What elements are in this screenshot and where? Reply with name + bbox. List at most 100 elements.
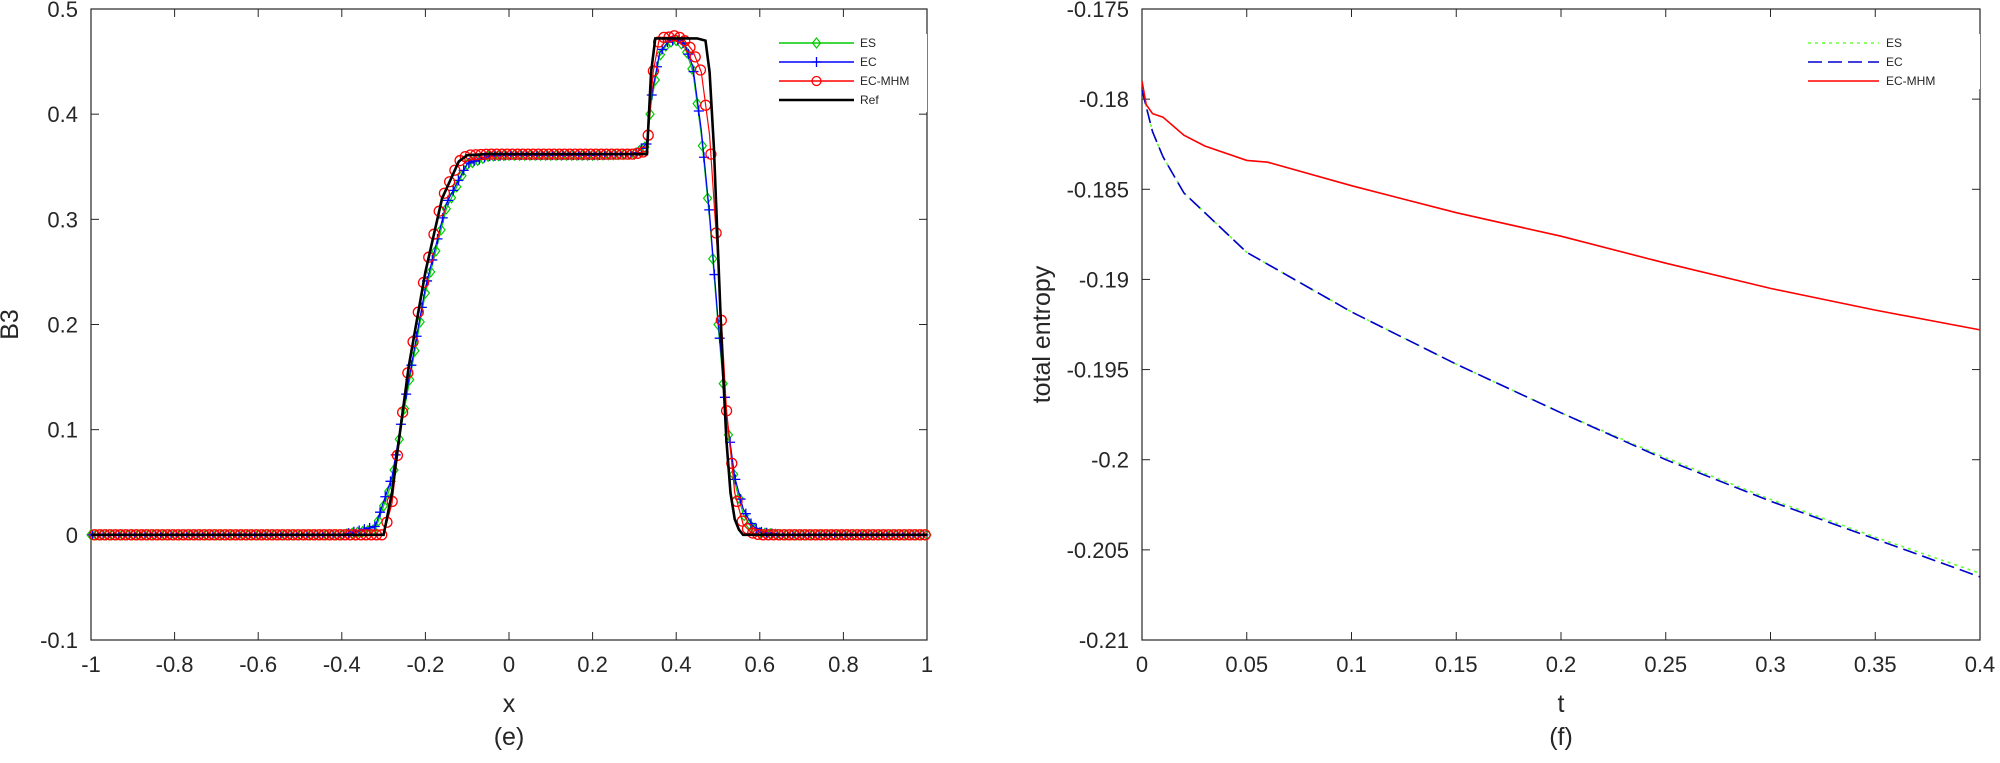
y-tick-label: -0.205 bbox=[1067, 538, 1129, 563]
x-tick-label: -0.6 bbox=[239, 652, 277, 677]
series-ec-mhm bbox=[1141, 80, 1981, 331]
x-tick-label: -0.4 bbox=[323, 652, 361, 677]
x-tick-label: 0.4 bbox=[1965, 652, 1996, 677]
x-tick-label: 0.15 bbox=[1435, 652, 1478, 677]
legend: ES EC EC-MHM bbox=[1799, 34, 1980, 89]
y-tick-label: 0.1 bbox=[47, 418, 78, 443]
series-ref bbox=[91, 37, 927, 537]
data-point bbox=[693, 106, 704, 117]
data-point bbox=[438, 187, 451, 199]
data-point bbox=[704, 204, 715, 215]
y-tick-label: 0 bbox=[66, 523, 78, 548]
x-tick-label: -0.8 bbox=[156, 652, 194, 677]
y-tick-label: -0.1 bbox=[40, 628, 78, 653]
legend: ES EC EC-MHM Ref bbox=[771, 34, 927, 112]
data-point bbox=[443, 176, 456, 188]
y-tick-label: 0.3 bbox=[47, 207, 78, 232]
x-tick-label: 0 bbox=[503, 652, 515, 677]
series-ec bbox=[1141, 89, 1981, 578]
series-line bbox=[91, 37, 927, 537]
data-point bbox=[692, 97, 702, 110]
legend-marker bbox=[811, 37, 822, 49]
legend-label: EC-MHM bbox=[860, 74, 909, 88]
data-point bbox=[708, 252, 718, 265]
data-point bbox=[681, 46, 692, 59]
y-axis-label: total entropy bbox=[1028, 265, 1056, 403]
figure-caption: (f) bbox=[1549, 723, 1573, 751]
data-point bbox=[714, 333, 725, 344]
x-tick-label: -0.2 bbox=[406, 652, 444, 677]
legend-label: Ref bbox=[860, 93, 879, 107]
legend-label: EC bbox=[1886, 55, 1903, 69]
y-tick-label: -0.2 bbox=[1091, 448, 1129, 473]
data-point bbox=[726, 457, 738, 469]
data-point bbox=[689, 51, 701, 63]
data-point bbox=[687, 62, 697, 75]
data-point bbox=[688, 66, 699, 77]
data-point bbox=[378, 499, 389, 512]
data-point bbox=[373, 514, 384, 527]
series-line bbox=[1141, 80, 1981, 331]
x-tick-label: 0 bbox=[1136, 652, 1148, 677]
legend-label: ES bbox=[1886, 36, 1902, 50]
x-tick-label: 0.2 bbox=[1546, 652, 1577, 677]
chart-panel-f: 0 0.05 0.1 0.15 0.2 0.25 0.3 0.35 0.4 -0.21 -0.205… bbox=[1028, 0, 1995, 751]
series-line bbox=[1141, 89, 1981, 578]
legend-label: EC bbox=[860, 55, 877, 69]
data-point bbox=[747, 527, 759, 539]
data-point bbox=[448, 185, 459, 196]
data-point bbox=[425, 265, 436, 278]
x-tick-label: 0.6 bbox=[745, 652, 776, 677]
data-point bbox=[375, 507, 386, 518]
data-point bbox=[668, 30, 680, 42]
legend-marker bbox=[811, 57, 822, 67]
x-tick-label: 0.3 bbox=[1755, 652, 1786, 677]
x-tick-label: 0.05 bbox=[1225, 652, 1268, 677]
x-tick-label: 0.8 bbox=[828, 652, 859, 677]
data-point bbox=[702, 192, 713, 205]
x-tick-label: 1 bbox=[921, 652, 933, 677]
y-tick-label: -0.185 bbox=[1067, 177, 1129, 202]
x-tick-label: 0.1 bbox=[1336, 652, 1367, 677]
data-point bbox=[441, 202, 452, 215]
legend-label: EC-MHM bbox=[1886, 74, 1935, 88]
y-tick-label: 0.2 bbox=[47, 313, 78, 338]
y-tick-label: -0.19 bbox=[1079, 267, 1129, 292]
y-tick-label: -0.195 bbox=[1067, 358, 1129, 383]
figure-caption: (e) bbox=[494, 723, 525, 751]
y-tick-label: 0.5 bbox=[47, 0, 78, 22]
data-point bbox=[705, 148, 717, 160]
data-point bbox=[431, 244, 441, 257]
y-tick-label: -0.21 bbox=[1079, 628, 1129, 653]
data-point bbox=[449, 164, 461, 176]
data-point bbox=[436, 223, 446, 236]
data-point bbox=[647, 65, 660, 77]
y-tick-label: -0.18 bbox=[1079, 87, 1129, 112]
x-tick-label: 0.2 bbox=[577, 652, 608, 677]
data-point bbox=[697, 139, 708, 152]
data-point bbox=[735, 494, 746, 505]
y-tick-label: -0.175 bbox=[1067, 0, 1129, 22]
data-point bbox=[730, 474, 741, 485]
legend-label: ES bbox=[860, 36, 876, 50]
x-axis-label: t bbox=[1558, 690, 1565, 718]
data-point bbox=[459, 150, 471, 163]
x-tick-label: -1 bbox=[81, 652, 101, 677]
data-point bbox=[359, 524, 370, 535]
data-point bbox=[736, 515, 748, 527]
data-point bbox=[684, 41, 696, 54]
x-axis-label: x bbox=[503, 690, 516, 718]
x-tick-label: 0.25 bbox=[1644, 652, 1687, 677]
y-tick-label: 0.4 bbox=[47, 102, 78, 127]
legend-marker bbox=[811, 75, 822, 87]
y-axis-label: B3 bbox=[0, 309, 24, 340]
data-point bbox=[720, 405, 733, 417]
data-point bbox=[645, 108, 655, 121]
x-tick-label: 0.35 bbox=[1854, 652, 1897, 677]
data-point bbox=[380, 491, 391, 502]
chart-panel-e: -1 -0.8 -0.6 -0.4 -0.2 0 0.2 0.4 0.6 0.8 1 -0.1 0 0.1… bbox=[0, 0, 933, 751]
x-tick-label: 0.4 bbox=[661, 652, 692, 677]
plot-area bbox=[1141, 8, 1981, 641]
data-point bbox=[694, 64, 707, 76]
data-point bbox=[655, 48, 666, 61]
